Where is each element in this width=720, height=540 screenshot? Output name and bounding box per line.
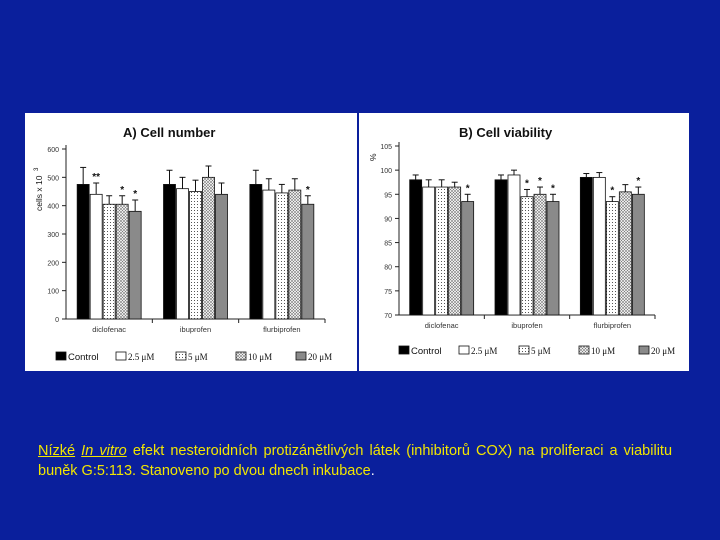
bar-flurbiprofen-0 <box>579 176 593 316</box>
bar-flurbiprofen-0 <box>249 184 263 320</box>
bar-flurbiprofen-4 <box>301 203 315 320</box>
legend-label-1: 2.5 μM <box>128 352 154 362</box>
bar-flurbiprofen-2 <box>275 192 289 320</box>
legend-swatch-0 <box>398 345 410 355</box>
bar-diclofenac-4 <box>128 210 142 320</box>
bar-flurbiprofen-1 <box>262 189 276 320</box>
significance-marker: * <box>306 185 310 196</box>
significance-marker: * <box>525 178 529 189</box>
significance-marker: * <box>610 186 614 197</box>
significance-marker: ** <box>92 172 100 183</box>
y-tick-label: 0 <box>55 317 59 324</box>
x-tick-label-flurbiprofen: flurbiprofen <box>594 321 632 330</box>
y-tick-label: 100 <box>380 168 392 175</box>
bar-ibuprofen-0 <box>494 179 508 316</box>
legend-label-3: 10 μM <box>591 346 615 356</box>
bar-ibuprofen-4 <box>546 201 560 316</box>
bar-flurbiprofen-4 <box>631 193 645 316</box>
x-tick-label-flurbiprofen: flurbiprofen <box>263 325 301 334</box>
caption-text: efekt nesteroidních protizánětlivých lát… <box>38 443 673 479</box>
bar-ibuprofen-0 <box>163 184 176 320</box>
y-tick-label: 100 <box>47 289 59 296</box>
bar-diclofenac-2 <box>102 203 116 320</box>
significance-marker: * <box>120 185 124 196</box>
bar-ibuprofen-3 <box>533 193 547 316</box>
bar-ibuprofen-4 <box>215 193 228 320</box>
bar-flurbiprofen-2 <box>605 201 619 316</box>
bar-diclofenac-1 <box>422 186 436 316</box>
significance-marker: * <box>466 183 470 194</box>
caption-lead: Nízké <box>38 443 76 459</box>
legend-swatch-4 <box>295 351 307 361</box>
legend-swatch-4 <box>638 345 650 355</box>
bar-flurbiprofen-3 <box>288 189 302 320</box>
y-tick-label: 70 <box>384 313 392 320</box>
bar-ibuprofen-2 <box>189 191 202 320</box>
bar-flurbiprofen-1 <box>592 176 606 316</box>
y-axis-label-exponent: 3 <box>34 167 40 171</box>
x-tick-label-diclofenac: diclofenac <box>92 325 126 334</box>
significance-marker: * <box>538 176 542 187</box>
y-tick-label: 300 <box>47 232 59 239</box>
legend-swatch-1 <box>115 351 127 361</box>
y-axis-label: % <box>368 153 378 161</box>
bar-diclofenac-3 <box>448 186 462 316</box>
legend-label-0: Control <box>68 352 99 363</box>
y-tick-label: 95 <box>384 192 392 199</box>
y-tick-label: 75 <box>384 289 392 296</box>
legend-label-1: 2.5 μM <box>471 346 497 356</box>
x-tick-label-ibuprofen: ibuprofen <box>511 321 542 330</box>
bar-diclofenac-3 <box>115 203 129 320</box>
bar-ibuprofen-2 <box>520 196 534 316</box>
y-tick-label: 85 <box>384 241 392 248</box>
legend-swatch-1 <box>458 345 470 355</box>
legend-swatch-2 <box>175 351 187 361</box>
y-tick-label: 80 <box>384 265 392 272</box>
figure-caption: Nízké In vitro efekt nesteroidních proti… <box>38 441 672 481</box>
bar-diclofenac-0 <box>76 184 90 320</box>
bar-ibuprofen-1 <box>176 188 189 320</box>
cell-viability-chart: B) Cell viability% 70 75 80 85 90 95 100 105 dicl… <box>368 125 675 357</box>
y-tick-label: 500 <box>47 175 59 182</box>
bar-diclofenac-1 <box>89 193 103 320</box>
legend-swatch-2 <box>518 345 530 355</box>
y-tick-label: 200 <box>47 260 59 267</box>
cell-viability-panel: B) Cell viability% 70 75 80 85 90 95 100 105 dicl… <box>359 113 689 371</box>
caption-period: . <box>370 463 375 479</box>
y-tick-label: 105 <box>380 144 392 151</box>
significance-marker: * <box>636 176 640 187</box>
legend-label-2: 5 μM <box>188 352 208 362</box>
bar-ibuprofen-3 <box>202 176 215 320</box>
y-axis-label: cells x 10 <box>34 175 44 211</box>
cell-number-panel: A) Cell number cells x 10 3 0 100 200 300 400 50… <box>25 113 357 371</box>
bar-diclofenac-4 <box>461 201 475 316</box>
bar-flurbiprofen-3 <box>618 191 632 316</box>
significance-marker: * <box>133 189 137 200</box>
chart-title: B) Cell viability <box>459 125 553 140</box>
caption-in-vitro: In vitro <box>81 443 127 459</box>
legend-swatch-0 <box>55 351 67 361</box>
y-tick-label: 90 <box>384 216 392 223</box>
legend-label-0: Control <box>411 346 442 357</box>
significance-marker: * <box>551 183 555 194</box>
legend-label-3: 10 μM <box>248 352 272 362</box>
chart-title: A) Cell number <box>123 125 215 140</box>
bar-ibuprofen-1 <box>507 174 521 316</box>
legend-label-4: 20 μM <box>308 352 332 362</box>
x-tick-label-diclofenac: diclofenac <box>425 321 459 330</box>
legend-label-2: 5 μM <box>531 346 551 356</box>
y-tick-label: 600 <box>47 147 59 154</box>
cell-number-chart: A) Cell number cells x 10 3 0 100 200 300 400 50… <box>34 125 332 363</box>
legend-swatch-3 <box>235 351 247 361</box>
legend-label-4: 20 μM <box>651 346 675 356</box>
x-tick-label-ibuprofen: ibuprofen <box>180 325 211 334</box>
bar-diclofenac-0 <box>409 179 423 316</box>
y-tick-label: 400 <box>47 204 59 211</box>
legend-swatch-3 <box>578 345 590 355</box>
bar-diclofenac-2 <box>435 186 449 316</box>
